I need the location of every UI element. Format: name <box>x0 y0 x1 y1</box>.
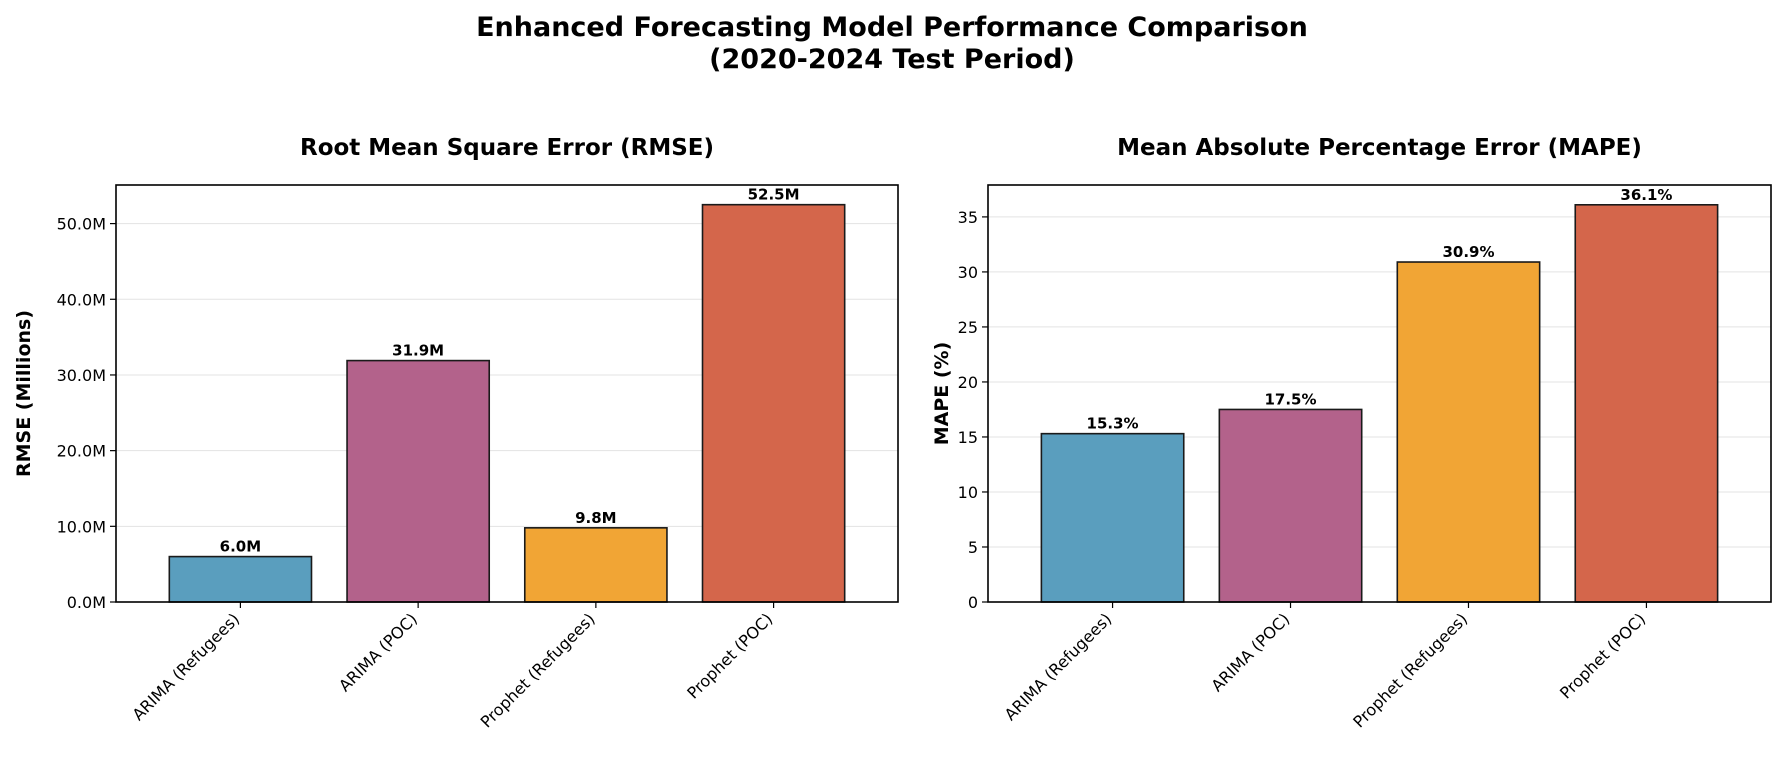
mape-bar <box>1574 204 1719 603</box>
mape-chart: Mean Absolute Percentage Error (MAPE) 15.… <box>931 135 1772 731</box>
rmse-xtick-label: Prophet (POC) <box>683 609 776 702</box>
rmse-xtick-label: ARIMA (Refugees) <box>128 609 243 724</box>
mape-bar <box>1396 261 1541 603</box>
rmse-chart: Root Mean Square Error (RMSE) 6.0M 31.9M 9.… <box>13 135 899 731</box>
rmse-ytick-label: 20.0M <box>57 442 106 461</box>
mape-ytick-label: 10 <box>958 483 978 502</box>
rmse-ytick-label: 10.0M <box>57 517 106 536</box>
mape-chart-title: Mean Absolute Percentage Error (MAPE) <box>1117 135 1642 161</box>
rmse-ytick-label: 0.0M <box>67 593 106 612</box>
rmse-ytick-label: 50.0M <box>57 215 106 234</box>
rmse-value-label: 6.0M <box>220 538 262 556</box>
rmse-xtick-label: ARIMA (POC) <box>335 609 421 695</box>
rmse-ytick-label: 30.0M <box>57 366 106 385</box>
mape-ytick-label: 5 <box>968 538 978 557</box>
mape-ytick-label: 20 <box>958 373 978 392</box>
mape-xtick-label: ARIMA (Refugees) <box>1001 609 1116 724</box>
mape-bar <box>1040 432 1185 603</box>
rmse-bar <box>346 359 491 603</box>
rmse-xtick-label: Prophet (Refugees) <box>477 609 599 731</box>
rmse-y-axis-label: RMSE (Millions) <box>13 310 35 477</box>
mape-xtick-label: ARIMA (POC) <box>1207 609 1293 695</box>
rmse-value-label: 9.8M <box>575 509 617 527</box>
mape-ytick-label: 15 <box>958 428 978 447</box>
mape-value-label: 15.3% <box>1087 415 1139 433</box>
mape-y-axis-label: MAPE (%) <box>931 342 953 446</box>
rmse-bar <box>523 527 668 603</box>
rmse-plot-frame <box>115 184 899 603</box>
rmse-value-label: 52.5M <box>748 186 800 204</box>
rmse-bar <box>168 555 313 603</box>
mape-ytick-label: 0 <box>968 593 978 612</box>
rmse-ytick-label: 40.0M <box>57 290 106 309</box>
mape-value-label: 30.9% <box>1442 243 1494 261</box>
mape-plot-frame <box>987 184 1772 603</box>
mape-ytick-label: 35 <box>958 208 978 227</box>
mape-xtick-label: Prophet (POC) <box>1556 609 1649 702</box>
mape-value-label: 17.5% <box>1264 390 1316 408</box>
mape-bar <box>1218 408 1363 603</box>
figure-title-line2: (2020-2024 Test Period) <box>709 44 1075 75</box>
figure-title-line1: Enhanced Forecasting Model Performance C… <box>476 12 1308 43</box>
mape-ytick-label: 25 <box>958 318 978 337</box>
rmse-bar <box>701 203 846 603</box>
mape-xtick-label: Prophet (Refugees) <box>1349 609 1471 731</box>
rmse-value-label: 31.9M <box>392 342 444 360</box>
mape-value-label: 36.1% <box>1620 186 1672 204</box>
mape-ytick-label: 30 <box>958 263 978 282</box>
rmse-chart-title: Root Mean Square Error (RMSE) <box>300 135 714 161</box>
